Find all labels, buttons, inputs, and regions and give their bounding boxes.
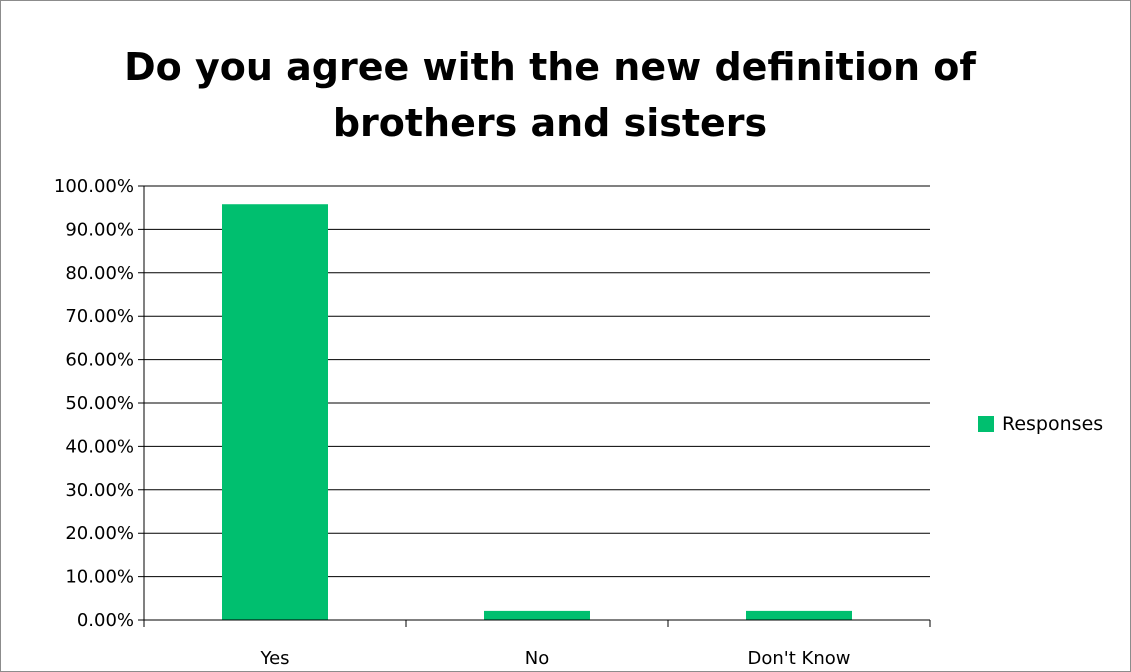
bars <box>222 204 852 620</box>
y-tick-label: 100.00% <box>54 176 134 197</box>
y-tick-label: 10.00% <box>65 567 134 588</box>
bar-yes <box>222 204 328 620</box>
legend-label: Responses <box>1002 413 1103 435</box>
bar-no <box>484 610 590 620</box>
y-tick-label: 60.00% <box>65 350 134 371</box>
y-tick-label: 50.00% <box>65 393 134 414</box>
y-tick-label: 70.00% <box>65 306 134 327</box>
y-tick-label: 80.00% <box>65 263 134 284</box>
chart-title-line-1: Do you agree with the new definition of <box>124 45 976 89</box>
chart-title-line-2: brothers and sisters <box>332 101 768 145</box>
bar-don-t-know <box>746 610 852 620</box>
legend-swatch <box>978 416 994 432</box>
axes <box>143 186 931 627</box>
x-category-label: No <box>525 648 549 669</box>
x-category-label: Don't Know <box>748 648 851 669</box>
axis-labels: 0.00% 10.00% 20.00% 30.00% 40.00% 50.00% 60.00… <box>54 176 851 669</box>
legend: Responses <box>978 413 1103 435</box>
chart-title: Do you agree with the new definition of … <box>1 39 1099 151</box>
y-tick-label: 90.00% <box>65 219 134 240</box>
y-tick-label: 20.00% <box>65 523 134 544</box>
y-tick-label: 30.00% <box>65 480 134 501</box>
y-tick-label: 0.00% <box>77 610 134 631</box>
x-category-label: Yes <box>259 648 289 669</box>
y-tick-label: 40.00% <box>65 436 134 457</box>
